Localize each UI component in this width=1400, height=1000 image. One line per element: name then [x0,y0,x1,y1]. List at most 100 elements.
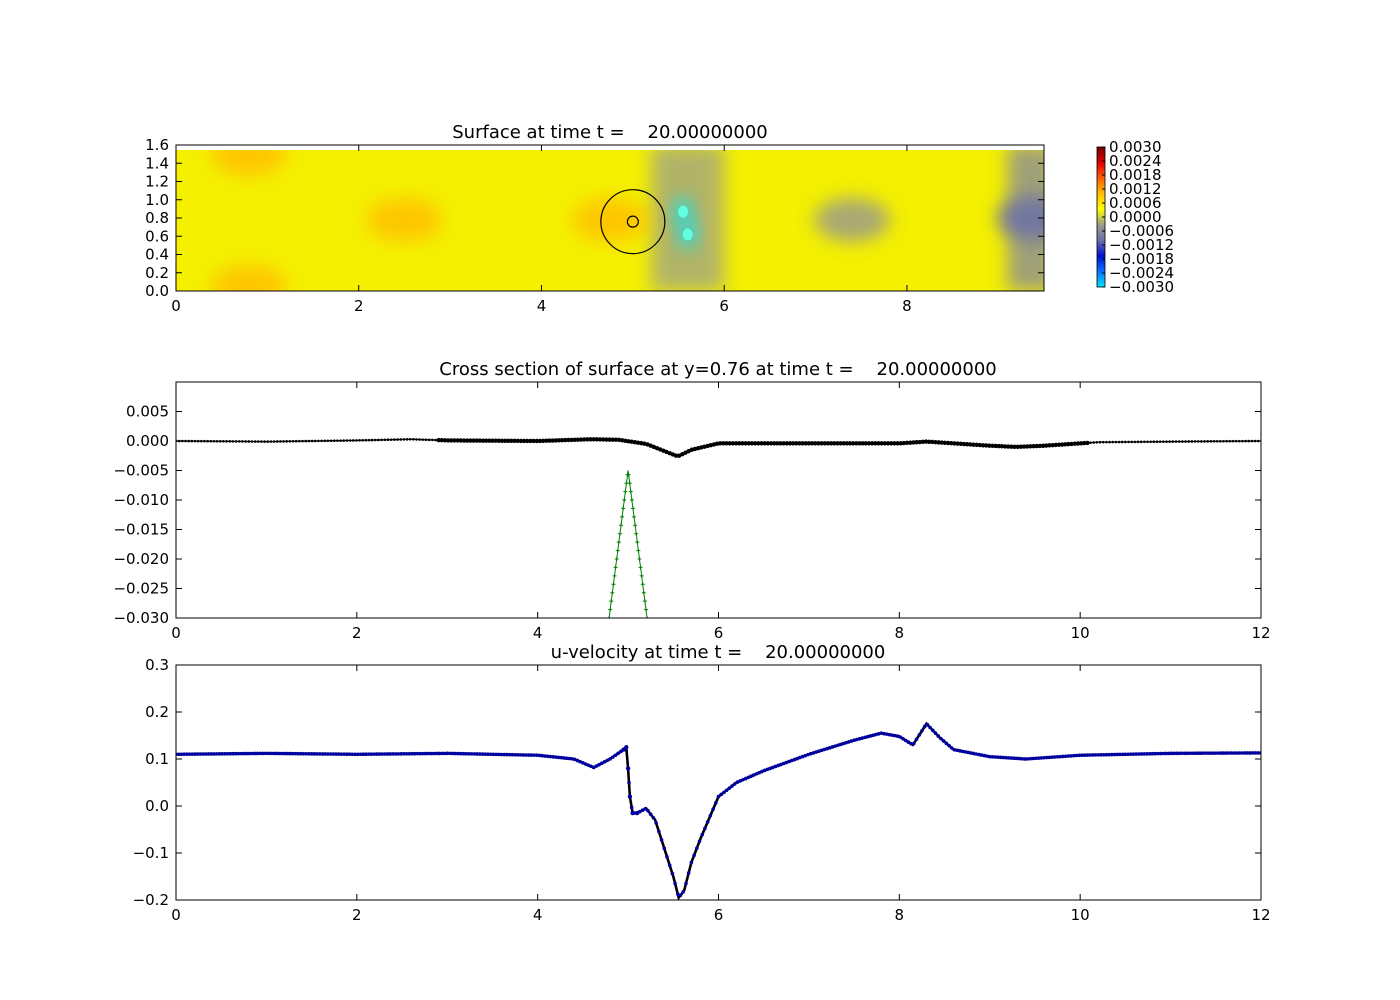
u-velocity-point [697,839,702,844]
cross-section-obstacle-point [622,498,627,502]
u-velocity-point [730,784,734,788]
cross-section-point [838,441,843,446]
cross-section-point [474,438,479,443]
colorbar-tick-label: −0.0030 [1109,278,1174,296]
u-velocity-point [274,751,279,756]
cross-section-point [534,438,539,444]
u-velocity-point [309,752,314,756]
u-velocity-point [567,756,572,761]
u-velocity-point [437,751,441,756]
u-velocity-point [269,751,273,756]
u-velocity-point [556,755,561,760]
cross-section-point [1006,444,1011,449]
u-velocity-point [1042,755,1046,760]
cross-section-point [816,441,821,446]
surface-field [176,150,1044,291]
cross-section-point [771,441,777,446]
u-velocity-point [1091,753,1095,757]
cross-section-point [449,438,454,443]
u-velocity-point [765,767,770,772]
u-velocity-point [1202,751,1206,755]
u-velocity-point [526,753,531,757]
u-velocity-point [833,744,837,748]
cross-section-point [926,439,932,444]
u-velocity-point [1085,753,1090,757]
u-velocity-point [727,786,732,790]
u-velocity-point [795,756,799,761]
cross-section-point [442,438,448,443]
cross-section-point [714,441,720,446]
u-velocity-point [415,751,420,756]
cross-section-point [1040,443,1046,448]
cross-section-point [1174,440,1178,443]
u-velocity-point [499,752,504,757]
cross-section-point [1165,440,1168,443]
u-velocity-point [857,736,862,741]
cross-section-obstacle-point [616,540,621,545]
cross-section-point [370,438,374,442]
cross-section-point [408,437,412,441]
cross-section-obstacle-point [620,514,625,519]
u-velocity-point [627,794,633,799]
cross-section-point [895,441,900,446]
u-velocity-point [510,752,515,757]
u-velocity-point [1161,751,1166,756]
u-velocity-point [426,751,431,756]
u-velocity-point [1088,753,1092,757]
cross-section-point [355,439,358,442]
u-velocity-point [217,752,222,756]
cross-section-point [762,441,767,446]
u-velocity-point [1164,751,1168,756]
u-velocity-point [930,728,935,733]
u-velocity-point [974,752,978,756]
u-velocity-point [456,751,460,756]
u-velocity-point [396,752,401,756]
u-velocity-point [686,871,691,875]
u-velocity-point [1118,752,1122,757]
cross-section-point [553,438,558,443]
u-velocity-point [1253,751,1258,755]
u-velocity-point [648,812,653,817]
cross-section-point [1095,440,1099,444]
cross-section-point [345,439,349,442]
cross-section-point [279,440,282,443]
u-velocity-point [920,729,924,733]
u-velocity-point [852,738,856,742]
cross-section-point [806,441,812,446]
cross-section-point [358,439,361,442]
cross-section-obstacle-point [617,531,622,536]
cross-section-point [958,441,964,447]
cross-section-point [339,439,342,442]
u-velocity-point [459,751,463,756]
u-velocity-point [705,820,710,824]
cross-section-point [999,444,1005,449]
cross-section-point [244,440,247,443]
cross-section-point [1238,439,1241,443]
u-velocity-point [958,749,962,753]
u-velocity-point [608,757,612,761]
u-velocity-point [298,751,303,756]
cross-section-obstacle-point [636,548,641,553]
cross-section-point [591,437,596,442]
u-velocity-point [1107,752,1111,757]
u-velocity-xtick-label: 2 [352,906,362,924]
u-velocity-point [819,748,824,753]
u-velocity-point [301,751,306,756]
cross-section-point [733,441,739,446]
u-velocity-point [366,752,371,756]
cross-section-point [1015,444,1020,450]
cross-section-point [1181,440,1184,443]
colorbar-tick-label: 0.0030 [1109,138,1162,156]
u-velocity-point [429,751,433,756]
cross-section-point [1050,442,1055,448]
cross-section-point [597,437,603,442]
cross-section-point [291,439,295,443]
cross-section-point [556,438,562,443]
cross-section-point [964,442,970,447]
cross-section-point [1111,440,1115,444]
u-velocity-point [469,752,474,756]
cross-section-point [809,441,815,446]
u-velocity-point [1110,752,1114,757]
cross-section-obstacle-point [615,548,620,553]
u-velocity-point [806,752,810,757]
